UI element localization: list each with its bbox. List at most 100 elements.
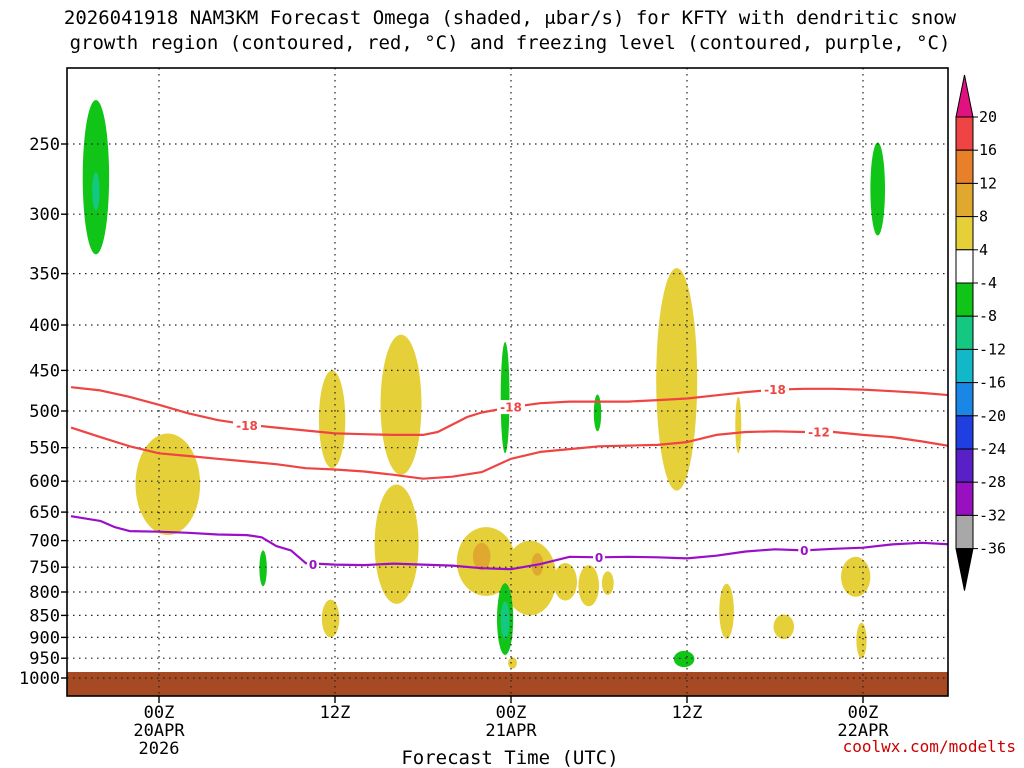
colorbar-label-2: 12: [979, 174, 997, 192]
colorbar-swatch-5: [955, 282, 974, 317]
y-tick-label-950: 950: [29, 649, 60, 669]
plot-frame: [66, 67, 949, 697]
omega-green-mid-0600z: [593, 394, 602, 432]
freezing-level-zero-label-0: 0: [309, 558, 317, 572]
dgz-top-minus18-contour: [70, 386, 948, 436]
y-tick-label-350: 350: [29, 265, 60, 285]
x-tick-label-24-1: 21APR: [485, 721, 537, 741]
credit-text: coolwx.com/modelts: [843, 737, 1016, 756]
y-tick-label-900: 900: [29, 628, 60, 648]
omega-upper-green-right: [870, 142, 885, 236]
colorbar-swatch-2: [955, 182, 974, 218]
y-tick-label-650: 650: [29, 503, 60, 523]
y-tick-label-550: 550: [29, 439, 60, 459]
colorbar-swatch-11: [955, 481, 974, 516]
freezing-level-zero-label-bg-1: [593, 550, 605, 565]
omega-yellow-low-19z: [773, 614, 795, 640]
dgz-bottom-minus12-contour: [70, 426, 948, 480]
omega-yellow-cluster-d: [578, 565, 599, 607]
y-tick-label-1000: 1000: [19, 669, 60, 689]
colorbar-swatch-1: [955, 149, 974, 184]
omega-yellow-tower-lower: [374, 484, 419, 604]
contour-layer: -18 -18 -18 -12 0 0 0: [70, 382, 948, 572]
colorbar-label-3: 8: [979, 208, 988, 226]
omega-yellow-tower-upper: [380, 334, 422, 475]
dgz-top-minus18-label-bg-1: [497, 400, 525, 415]
omega-yellow-early: [135, 433, 201, 536]
colorbar-label-13: -36: [979, 540, 1006, 558]
colorbar-swatch-3: [955, 216, 974, 251]
omega-yellow-pre12z: [318, 370, 346, 469]
chart-title-line-1: 2026041918 NAM3KM Forecast Omega (shaded…: [64, 7, 957, 29]
dgz-top-minus18-label-bg-2: [761, 382, 789, 397]
colorbar-under-triangle: [955, 548, 974, 591]
omega-yellow-low-12z: [321, 599, 340, 638]
x-tick-label-48-1: 22APR: [837, 721, 889, 741]
colorbar-swatch-12: [955, 514, 974, 550]
x-tick-label-24-0: 00Z: [496, 703, 527, 723]
omega-yellow-low-23z: [856, 622, 867, 659]
colorbar-swatch-6: [955, 315, 974, 350]
x-tick-label-48-0: 00Z: [848, 703, 879, 723]
freezing-level-zero-contour: [70, 515, 948, 571]
x-tick-label-0-1: 20APR: [133, 721, 185, 741]
omega-yellow-thin-15z: [735, 396, 742, 454]
y-tick-label-600: 600: [29, 472, 60, 492]
y-tick-label-750: 750: [29, 558, 60, 578]
x-tick-label-0-0: 00Z: [144, 703, 175, 723]
colorbar-label-7: -12: [979, 340, 1006, 358]
x-tick-label-0-2: 2026: [139, 739, 180, 759]
ground-surface: [67, 672, 948, 696]
colorbar-swatch-7: [955, 348, 974, 384]
y-tick-label-300: 300: [29, 205, 60, 225]
colorbar-label-8: -16: [979, 374, 1006, 392]
colorbar-label-1: 16: [979, 141, 997, 159]
freezing-level-zero-label-1: 0: [595, 551, 603, 565]
omega-upper-cyan-left: [92, 172, 100, 211]
freezing-level-zero-label-bg-0: [307, 557, 319, 572]
omega-yellow-tall-12z: [656, 268, 698, 491]
dgz-top-minus18-label-bg-0: [233, 418, 261, 433]
omega-yellow-tiny-sfc: [508, 657, 517, 669]
y-tick-label-250: 250: [29, 135, 60, 155]
colorbar-label-6: -8: [979, 307, 997, 325]
colorbar-swatch-10: [955, 448, 974, 483]
y-tick-label-800: 800: [29, 583, 60, 603]
colorbar-label-11: -28: [979, 473, 1006, 491]
colorbar-label-9: -20: [979, 407, 1006, 425]
y-tick-label-400: 400: [29, 316, 60, 336]
dgz-top-minus18-label-0: -18: [236, 419, 258, 433]
x-axis-title: Forecast Time (UTC): [401, 747, 618, 768]
colorbar-label-4: 4: [979, 241, 988, 259]
x-tick-label-36-0: 12Z: [672, 703, 703, 723]
freezing-level-zero-label-bg-2: [798, 543, 811, 558]
omega-cyan-low-21apr: [500, 601, 510, 640]
colorbar: 20 16 12 8 4 -4 -8 -12 -16 -20 -24 -28 -32 -36: [955, 74, 1006, 591]
omega-yellow-low-22z: [841, 556, 871, 597]
freezing-level-zero-label-2: 0: [800, 544, 808, 558]
dgz-bottom-minus12-label-bg-0: [805, 425, 833, 439]
omega-green-early-low: [259, 550, 267, 587]
omega-yellow-cluster-c: [553, 563, 577, 601]
x-tick-label-12-0: 12Z: [320, 703, 351, 723]
dgz-top-minus18-label-2: -18: [764, 383, 786, 397]
omega-yellow-cluster-e: [601, 571, 614, 595]
y-tick-label-850: 850: [29, 606, 60, 626]
omega-green-mid-21apr: [500, 342, 510, 454]
omega-yellow-low-15z: [719, 583, 734, 639]
dgz-top-minus18-label-1: -18: [500, 401, 522, 415]
gridlines: [67, 68, 948, 696]
colorbar-label-0: 20: [979, 108, 997, 126]
colorbar-swatch-0: [955, 116, 974, 151]
omega-orange-21apr: [472, 542, 491, 571]
colorbar-swatch-4: [955, 249, 974, 284]
chart-title-line-2: growth region (contoured, red, °C) and f…: [70, 32, 951, 54]
omega-yellow-cluster-b: [503, 540, 557, 616]
y-tick-label-500: 500: [29, 402, 60, 422]
y-tick-label-450: 450: [29, 361, 60, 381]
dgz-bottom-minus12-label-0: -12: [808, 426, 830, 440]
y-axis: 2503003504004505005506006507007508008509…: [19, 135, 67, 689]
y-tick-label-700: 700: [29, 532, 60, 552]
